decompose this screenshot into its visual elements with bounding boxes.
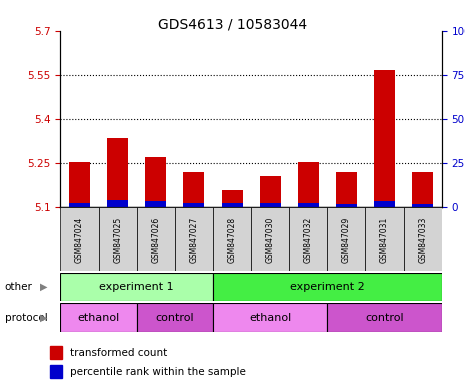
- Bar: [175, 207, 213, 271]
- Bar: [183, 172, 205, 207]
- Bar: [137, 303, 213, 332]
- Text: transformed count: transformed count: [70, 348, 167, 358]
- Bar: [50, 346, 62, 359]
- Bar: [69, 203, 90, 207]
- Bar: [336, 204, 357, 207]
- Bar: [213, 303, 327, 332]
- Bar: [336, 172, 357, 207]
- Bar: [259, 176, 281, 207]
- Text: ethanol: ethanol: [78, 313, 120, 323]
- Bar: [327, 207, 365, 271]
- Text: control: control: [155, 313, 194, 323]
- Bar: [251, 207, 289, 271]
- Bar: [69, 162, 90, 207]
- Bar: [221, 190, 243, 207]
- Text: percentile rank within the sample: percentile rank within the sample: [70, 367, 246, 377]
- Bar: [99, 207, 137, 271]
- Text: ethanol: ethanol: [249, 313, 291, 323]
- Bar: [145, 202, 166, 207]
- Bar: [374, 70, 395, 207]
- Text: GSM847031: GSM847031: [380, 217, 389, 263]
- Text: GSM847029: GSM847029: [342, 217, 351, 263]
- Bar: [213, 207, 251, 271]
- Bar: [374, 202, 395, 207]
- Bar: [412, 204, 433, 207]
- Bar: [107, 200, 128, 207]
- Text: GSM847033: GSM847033: [418, 217, 427, 263]
- Text: experiment 2: experiment 2: [290, 282, 365, 292]
- Text: GSM847025: GSM847025: [113, 217, 122, 263]
- Text: experiment 1: experiment 1: [100, 282, 174, 292]
- Bar: [107, 138, 128, 207]
- Text: GSM847024: GSM847024: [75, 217, 84, 263]
- Bar: [221, 203, 243, 207]
- Bar: [50, 365, 62, 378]
- Bar: [213, 273, 442, 301]
- Bar: [298, 203, 319, 207]
- Bar: [60, 303, 137, 332]
- Bar: [404, 207, 442, 271]
- Bar: [60, 273, 213, 301]
- Bar: [183, 203, 205, 207]
- Text: GSM847032: GSM847032: [304, 217, 313, 263]
- Bar: [259, 203, 281, 207]
- Bar: [60, 207, 99, 271]
- Bar: [412, 172, 433, 207]
- Bar: [365, 207, 404, 271]
- Text: GSM847026: GSM847026: [151, 217, 160, 263]
- Text: ▶: ▶: [40, 313, 47, 323]
- Text: protocol: protocol: [5, 313, 47, 323]
- Text: GDS4613 / 10583044: GDS4613 / 10583044: [158, 17, 307, 31]
- Bar: [289, 207, 327, 271]
- Text: GSM847027: GSM847027: [189, 217, 199, 263]
- Bar: [298, 162, 319, 207]
- Bar: [145, 157, 166, 207]
- Bar: [137, 207, 175, 271]
- Text: ▶: ▶: [40, 282, 47, 292]
- Bar: [327, 303, 442, 332]
- Text: GSM847030: GSM847030: [266, 217, 275, 263]
- Text: control: control: [365, 313, 404, 323]
- Text: GSM847028: GSM847028: [227, 217, 237, 263]
- Text: other: other: [5, 282, 33, 292]
